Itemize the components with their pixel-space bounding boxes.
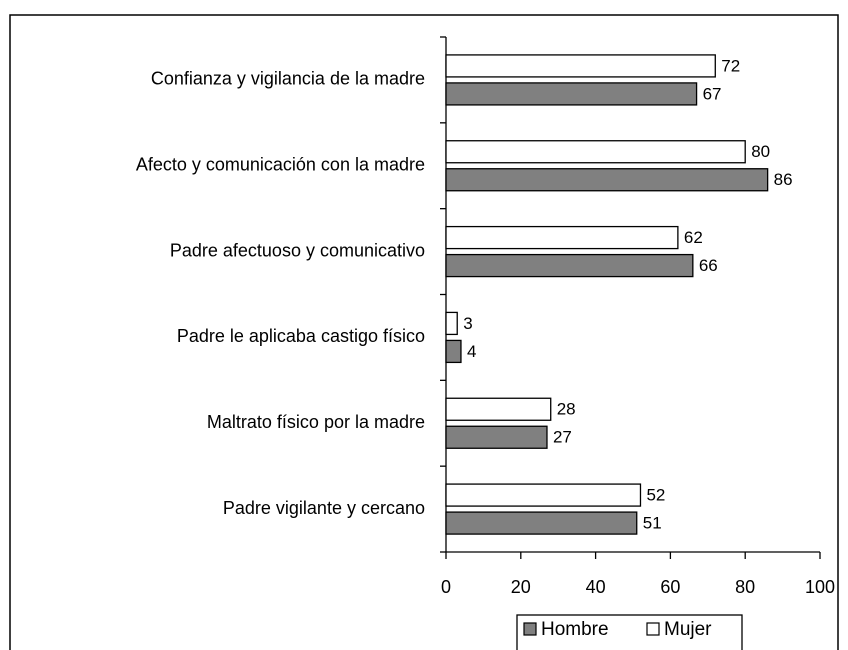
value-label: 52 — [646, 486, 665, 505]
value-label: 27 — [553, 428, 572, 447]
bar — [445, 140, 746, 164]
value-label: 4 — [467, 342, 476, 361]
bar — [445, 311, 458, 336]
category-label: Padre vigilante y cercano — [223, 498, 425, 518]
value-label: 67 — [703, 84, 722, 103]
value-label: 51 — [643, 514, 662, 533]
category-label: Maltrato físico por la madre — [207, 412, 425, 432]
value-label: 28 — [557, 400, 576, 419]
legend-label: Mujer — [664, 619, 712, 640]
bar — [445, 168, 769, 192]
value-label: 80 — [751, 142, 770, 161]
legend-label: Hombre — [541, 619, 609, 640]
x-tick-label: 20 — [511, 577, 531, 597]
legend-swatch — [646, 622, 660, 636]
bar — [445, 225, 679, 250]
bar — [445, 339, 462, 364]
bar — [445, 54, 716, 78]
x-tick-label: 100 — [805, 577, 835, 597]
bar — [445, 397, 552, 421]
value-label: 86 — [774, 170, 793, 189]
value-label: 3 — [463, 314, 472, 333]
x-tick-label: 0 — [441, 577, 451, 597]
category-label: Confianza y vigilancia de la madre — [151, 69, 425, 89]
bar — [445, 253, 694, 278]
category-label: Padre le aplicaba castigo físico — [177, 326, 425, 346]
legend-swatch — [523, 622, 537, 636]
bar — [445, 425, 548, 449]
legend-box — [516, 614, 743, 650]
bar — [445, 82, 698, 106]
bar — [445, 511, 638, 535]
bar — [445, 483, 642, 507]
value-label: 72 — [721, 56, 740, 75]
value-label: 66 — [699, 256, 718, 275]
x-tick-label: 80 — [735, 577, 755, 597]
x-tick-label: 60 — [660, 577, 680, 597]
category-label: Padre afectuoso y comunicativo — [170, 240, 425, 260]
x-tick-label: 40 — [586, 577, 606, 597]
value-label: 62 — [684, 228, 703, 247]
chart-border — [9, 14, 839, 650]
category-label: Afecto y comunicación con la madre — [136, 155, 425, 175]
